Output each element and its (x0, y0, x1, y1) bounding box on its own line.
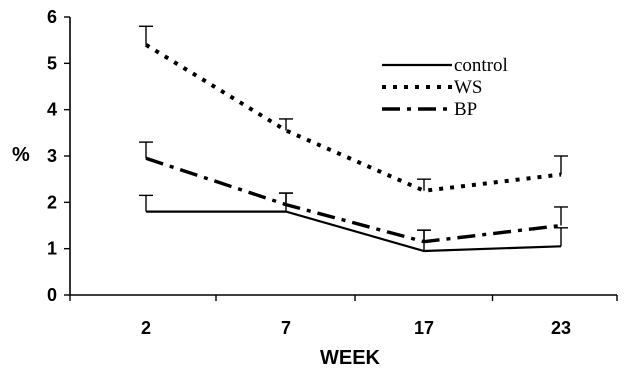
x-tick-label: 7 (281, 318, 291, 338)
y-tick-label: 6 (47, 7, 57, 27)
legend-label-bp: BP (454, 99, 477, 120)
axes (69, 17, 617, 296)
series-group (144, 43, 562, 253)
series-line-control (146, 210, 562, 253)
y-tick-label: 3 (47, 146, 57, 166)
x-tick-label: 23 (551, 318, 571, 338)
y-ticks: 0 1 2 3 4 5 6 (47, 7, 70, 305)
legend-label-control: control (454, 55, 508, 76)
y-tick-label: 5 (47, 53, 57, 73)
y-tick-label: 1 (47, 239, 57, 259)
y-tick-label: 0 (47, 285, 57, 305)
legend-label-ws: WS (454, 77, 483, 98)
x-ticks: 2 7 17 23 (69, 295, 618, 338)
x-tick-label: 2 (141, 318, 151, 338)
x-axis-title: WEEK (320, 347, 381, 369)
y-tick-label: 2 (47, 192, 57, 212)
series-line-bp (145, 156, 562, 244)
x-tick-label: 17 (414, 318, 434, 338)
error-bars (139, 25, 568, 251)
y-tick-label: 4 (47, 100, 57, 120)
y-axis-title: % (12, 144, 30, 166)
